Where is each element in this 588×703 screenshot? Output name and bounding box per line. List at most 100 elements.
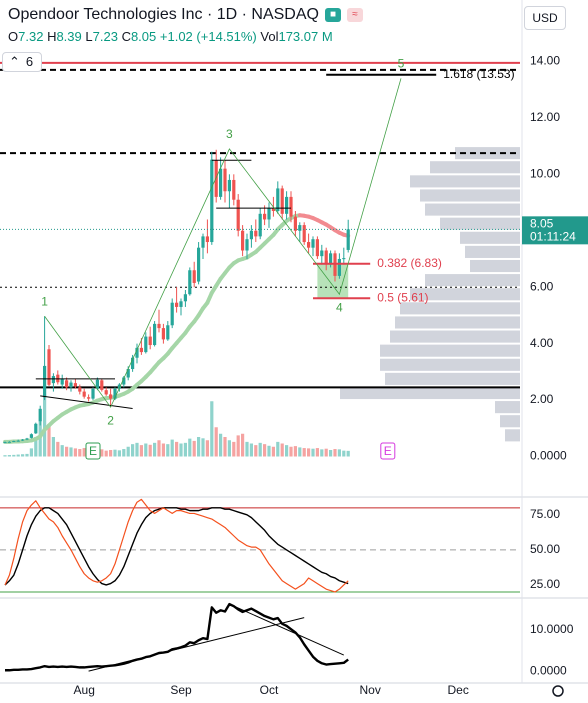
- alert-icon[interactable]: ≈: [346, 8, 363, 22]
- y-tick-label: 50.00: [530, 542, 560, 556]
- volume-bar: [232, 441, 236, 457]
- volume-bar: [179, 443, 183, 457]
- settings-icon[interactable]: [552, 685, 564, 697]
- volume-bar: [65, 446, 69, 457]
- candle-body: [87, 397, 91, 399]
- volume-bar: [329, 450, 333, 457]
- fib-label: 0.5 (5.61): [377, 290, 428, 304]
- ohlc-value: 7.23: [92, 29, 118, 44]
- volume-bar: [280, 443, 284, 457]
- candle-body: [131, 357, 135, 370]
- candle-body: [342, 258, 346, 260]
- candle-body: [104, 390, 108, 395]
- candle-body: [47, 349, 51, 385]
- volume-profile-bar: [495, 401, 520, 414]
- volume-bar: [34, 437, 38, 457]
- volume-bar: [78, 449, 82, 457]
- volume-bar: [188, 438, 192, 457]
- event-marker: [85, 442, 101, 460]
- volume-bar: [113, 449, 117, 457]
- wave-label: 5: [398, 57, 405, 71]
- volume-profile-bar: [465, 245, 520, 258]
- volume-bar: [298, 447, 302, 457]
- y-tick-label: 10.0000: [530, 622, 574, 636]
- volume-profile-bar: [470, 259, 520, 273]
- event-marker: [380, 442, 396, 460]
- volume-bar: [12, 454, 16, 457]
- volume-value: 173.07 M: [278, 29, 333, 44]
- volume-bar: [205, 440, 209, 457]
- currency-button[interactable]: USD: [524, 6, 566, 30]
- candle-body: [175, 302, 179, 307]
- trend-line: [40, 395, 133, 410]
- candle-body: [236, 199, 240, 231]
- candle-body: [126, 369, 130, 378]
- y-tick-label: 75.00: [530, 507, 560, 521]
- volume-bar: [43, 394, 47, 457]
- change: +1.02: [159, 29, 193, 44]
- x-tick-label: Nov: [360, 683, 381, 697]
- candle-body: [271, 208, 275, 211]
- candle-body: [192, 270, 196, 283]
- candle-body: [78, 387, 82, 392]
- volume-bar: [170, 439, 174, 457]
- volume-bar: [122, 449, 126, 457]
- volume-bar: [175, 441, 179, 457]
- ohlc-value: 8.39: [56, 29, 82, 44]
- volume-bar: [3, 455, 7, 457]
- wave-label: 1: [41, 294, 48, 308]
- y-tick-label: 14.00: [530, 54, 560, 68]
- volume-bar: [16, 454, 20, 457]
- candle-body: [157, 323, 161, 329]
- volume-bar: [285, 445, 289, 457]
- candle-body: [38, 408, 42, 422]
- candle-body: [34, 423, 38, 434]
- candle-body: [100, 380, 104, 390]
- candle-body: [315, 239, 319, 257]
- volume-bar: [307, 448, 311, 457]
- x-tick-label: Aug: [74, 683, 95, 697]
- candle-body: [95, 379, 99, 389]
- candle-body: [197, 247, 201, 282]
- candle-body: [82, 391, 86, 397]
- candle-body: [166, 325, 170, 340]
- x-tick-label: Dec: [448, 683, 469, 697]
- candle-body: [311, 239, 315, 248]
- volume-bar: [311, 448, 315, 457]
- price-tag-countdown: 01:11:24: [530, 230, 576, 244]
- volume-bar: [249, 443, 253, 457]
- candle-body: [161, 328, 165, 340]
- volume-bar: [73, 448, 77, 457]
- volume-bar: [109, 450, 113, 457]
- ohlc-row: O7.32 H8.39 L7.23 C8.05 +1.02 (+14.51%) …: [8, 29, 363, 44]
- volume-bar: [197, 437, 201, 457]
- volume-profile-bar: [380, 358, 520, 371]
- x-tick-label: Sep: [170, 683, 192, 697]
- volume-profile-bar: [500, 415, 520, 428]
- volume-bar: [302, 448, 306, 457]
- candle-body: [337, 258, 341, 276]
- volume-bar: [144, 443, 148, 457]
- candle-body: [201, 236, 205, 248]
- y-tick-label: 2.00: [530, 392, 554, 406]
- volume-profile-bar: [455, 147, 520, 160]
- candle-body: [109, 394, 113, 399]
- candle-body: [219, 168, 223, 197]
- volume-bar: [263, 444, 267, 457]
- candle-body: [254, 230, 258, 237]
- price-tag-value: 8.05: [530, 217, 554, 231]
- volume-profile-bar: [380, 344, 520, 357]
- candle-body: [188, 270, 192, 295]
- status-icon[interactable]: ■: [324, 8, 341, 22]
- volume-bar: [29, 448, 33, 457]
- ohlc-value: 8.05: [130, 29, 157, 44]
- volume-label: Vol: [260, 29, 279, 44]
- indicator-toggle[interactable]: ⌃ 6: [2, 52, 42, 72]
- candle-body: [60, 378, 64, 385]
- candle-body: [73, 383, 77, 387]
- volume-bar: [183, 442, 187, 457]
- candle-body: [258, 213, 262, 237]
- volume-bar: [117, 450, 121, 457]
- change-percent: (+14.51%): [196, 29, 257, 44]
- volume-bar: [135, 442, 139, 457]
